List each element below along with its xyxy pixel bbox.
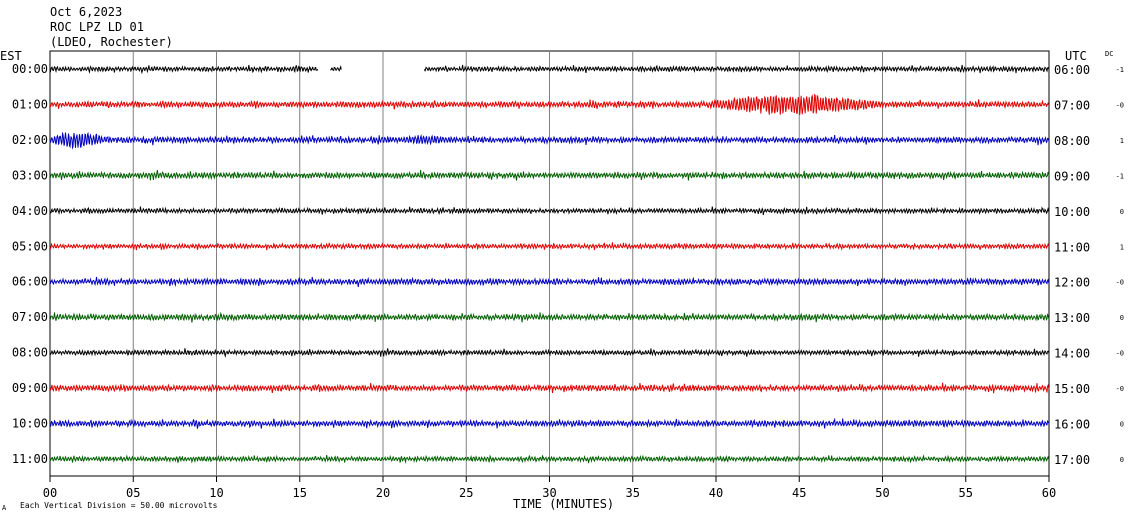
x-tick-label: 00 [43,486,57,500]
x-axis-ticks: 00 05 10 15 20 25 30 35 40 45 50 55 60 [43,476,1056,500]
row-label-est: 01:00 [12,97,48,111]
row-dc-value: 0 [1120,314,1124,322]
x-tick-label: 45 [792,486,806,500]
est-axis-label: EST [0,49,22,63]
row-label-est: 09:00 [12,381,48,395]
row-label-utc: 14:00 [1054,347,1090,361]
x-tick-label: 20 [376,486,390,500]
x-axis-title: TIME (MINUTES) [513,497,614,511]
chart-date: Oct 6,2023 [50,5,122,19]
trace-group [49,64,1050,464]
row-dc-value: -0 [1116,279,1124,287]
x-tick-label: 05 [126,486,140,500]
row-label-utc: 16:00 [1054,418,1090,432]
row-dc-value: 0 [1120,208,1124,216]
row-label-est: 00:00 [12,62,48,76]
row-label-utc: 09:00 [1054,169,1090,183]
row-label-utc: 11:00 [1054,240,1090,254]
row-label-utc: 06:00 [1054,63,1090,77]
row-dc-value: -1 [1116,172,1124,180]
row-dc-value: 1 [1120,243,1124,251]
seismic-trace [49,241,1050,251]
row-labels: 00:00 06:00 -1 01:00 07:00 -0 02:00 08:00 1 03:00… [12,62,1124,467]
x-tick-label: 35 [626,486,640,500]
station-name: ROC LPZ LD 01 [50,20,144,34]
row-label-utc: 17:00 [1054,453,1090,467]
row-label-est: 11:00 [12,452,48,466]
corner-mark: A [2,504,7,512]
network-name: (LDEO, Rochester) [50,35,173,49]
row-label-est: 02:00 [12,133,48,147]
x-tick-label: 30 [542,486,556,500]
row-dc-value: -1 [1116,66,1124,74]
row-label-utc: 08:00 [1054,134,1090,148]
row-label-est: 08:00 [12,346,48,360]
row-dc-value: 1 [1120,137,1124,145]
row-label-est: 03:00 [12,168,48,182]
row-label-utc: 12:00 [1054,276,1090,290]
row-label-est: 04:00 [12,204,48,218]
seismic-trace [49,64,1050,75]
row-dc-value: -0 [1116,101,1124,109]
row-label-est: 06:00 [12,275,48,289]
seismic-trace [49,348,1050,359]
seismic-trace [49,131,1050,150]
seismic-trace [49,169,1050,181]
x-tick-label: 40 [709,486,723,500]
seismic-trace [49,311,1050,323]
row-label-utc: 15:00 [1054,382,1090,396]
scale-note: Each Vertical Division = 50.00 microvolt… [20,501,218,510]
seismic-trace [49,417,1050,429]
seismic-trace [49,276,1050,288]
row-dc-value: 0 [1120,456,1124,464]
seismic-trace [49,454,1050,464]
row-label-utc: 07:00 [1054,98,1090,112]
x-tick-label: 55 [959,486,973,500]
x-tick-label: 10 [209,486,223,500]
row-label-est: 10:00 [12,417,48,431]
row-dc-value: -0 [1116,350,1124,358]
row-dc-value: 0 [1120,421,1124,429]
row-label-est: 05:00 [12,239,48,253]
x-tick-label: 50 [875,486,889,500]
row-label-utc: 13:00 [1054,311,1090,325]
row-dc-value: -0 [1116,385,1124,393]
seismic-trace [49,93,1049,115]
x-tick-label: 25 [459,486,473,500]
plot-grid [49,50,1050,477]
x-tick-label: 60 [1042,486,1056,500]
row-label-est: 07:00 [12,310,48,324]
utc-axis-label: UTC [1065,49,1087,63]
seismic-trace [49,206,1050,216]
dc-label: DC [1105,50,1113,58]
seismic-trace [49,382,1050,394]
row-label-utc: 10:00 [1054,205,1090,219]
x-tick-label: 15 [293,486,307,500]
